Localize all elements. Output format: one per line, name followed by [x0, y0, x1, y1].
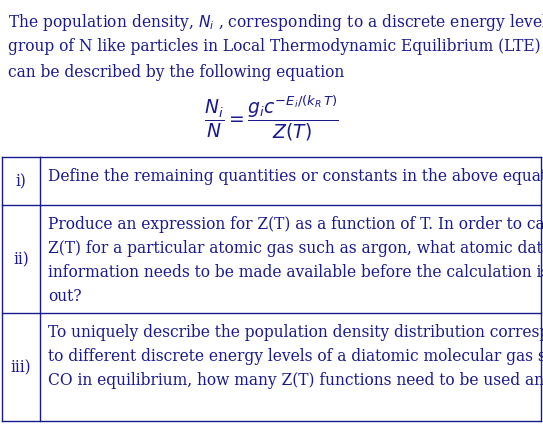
- Text: To uniquely describe the population density distribution corresponding: To uniquely describe the population dens…: [48, 323, 543, 340]
- Text: The population density, $N_i$ , corresponding to a discrete energy level, $E_i$ : The population density, $N_i$ , correspo…: [8, 12, 543, 33]
- Text: information needs to be made available before the calculation is carried: information needs to be made available b…: [48, 263, 543, 280]
- Text: group of N like particles in Local Thermodynamic Equilibrium (LTE) state: group of N like particles in Local Therm…: [8, 38, 543, 55]
- Text: out?: out?: [48, 287, 81, 304]
- Text: to different discrete energy levels of a diatomic molecular gas such as: to different discrete energy levels of a…: [48, 347, 543, 364]
- Text: ii): ii): [13, 251, 29, 268]
- Text: $\dfrac{N_i}{N} = \dfrac{g_i c^{-E_i/(k_R\,T)}}{Z(T)}$: $\dfrac{N_i}{N} = \dfrac{g_i c^{-E_i/(k_…: [204, 94, 339, 143]
- Text: Define the remaining quantities or constants in the above equation.: Define the remaining quantities or const…: [48, 168, 543, 184]
- Text: i): i): [16, 173, 27, 190]
- Text: iii): iii): [11, 358, 31, 376]
- Text: CO in equilibrium, how many Z(T) functions need to be used and why?: CO in equilibrium, how many Z(T) functio…: [48, 371, 543, 388]
- Text: Z(T) for a particular atomic gas such as argon, what atomic data or: Z(T) for a particular atomic gas such as…: [48, 240, 543, 256]
- Text: can be described by the following equation: can be described by the following equati…: [8, 64, 344, 81]
- Text: Produce an expression for Z(T) as a function of T. In order to calculate: Produce an expression for Z(T) as a func…: [48, 216, 543, 233]
